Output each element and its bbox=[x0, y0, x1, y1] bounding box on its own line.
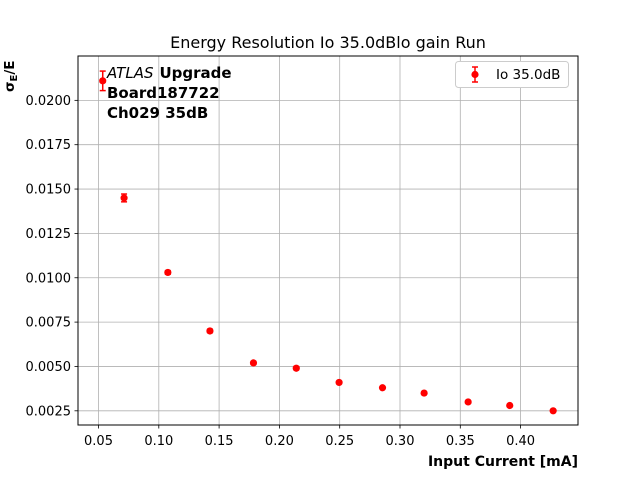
data-point bbox=[464, 398, 472, 406]
x-tick-label: 0.10 bbox=[144, 434, 173, 449]
y-tick-label: 0.0075 bbox=[26, 316, 72, 331]
data-point bbox=[99, 77, 107, 85]
x-tick-label: 0.05 bbox=[84, 434, 113, 449]
y-tick-label: 0.0025 bbox=[26, 404, 72, 419]
x-axis-label: Input Current [mA] bbox=[428, 454, 578, 470]
annotation-atlas-line: ATLAS Upgrade bbox=[106, 64, 232, 82]
chart-title: Energy Resolution Io 35.0dBlo gain Run bbox=[170, 33, 486, 52]
x-tick-label: 0.15 bbox=[205, 434, 234, 449]
data-point bbox=[420, 389, 428, 397]
data-point bbox=[292, 364, 300, 372]
annotation-channel-line: Ch029 35dB bbox=[107, 104, 208, 122]
x-tick-label: 0.40 bbox=[506, 434, 535, 449]
grid-layer bbox=[78, 56, 578, 425]
data-point bbox=[164, 268, 172, 277]
legend-errorbar-icon bbox=[471, 66, 479, 83]
x-tick-label: 0.30 bbox=[386, 434, 415, 449]
y-tick-label: 0.0200 bbox=[26, 94, 72, 109]
data-point bbox=[206, 327, 214, 335]
y-tick-label: 0.0125 bbox=[26, 227, 72, 242]
data-point bbox=[506, 401, 514, 410]
y-tick-label: 0.0175 bbox=[26, 138, 72, 153]
data-point bbox=[249, 359, 258, 367]
y-axis-label: σE/E bbox=[2, 60, 20, 92]
y-tick-label: 0.0100 bbox=[26, 271, 72, 286]
legend-label: Io 35.0dB bbox=[496, 67, 560, 83]
annotation-board-line: Board187722 bbox=[107, 84, 220, 102]
y-tick-label: 0.0150 bbox=[26, 183, 72, 198]
data-point bbox=[120, 194, 128, 202]
plot-frame bbox=[77, 55, 579, 426]
x-tick-label: 0.25 bbox=[325, 434, 354, 449]
data-point bbox=[378, 384, 387, 392]
x-tick-label: 0.35 bbox=[446, 434, 475, 449]
data-point bbox=[549, 407, 557, 415]
x-tick-label: 0.20 bbox=[265, 434, 294, 449]
legend-box bbox=[455, 61, 569, 88]
data-point bbox=[335, 378, 343, 387]
y-tick-label: 0.0050 bbox=[26, 360, 72, 375]
ticks-layer: 0.05 0.10 0.15 0.20 0.25 0.30 0.35 0.40 0.0025 0.… bbox=[26, 94, 536, 449]
data-series-layer bbox=[99, 70, 557, 415]
legend: Io 35.0dB bbox=[455, 61, 569, 88]
